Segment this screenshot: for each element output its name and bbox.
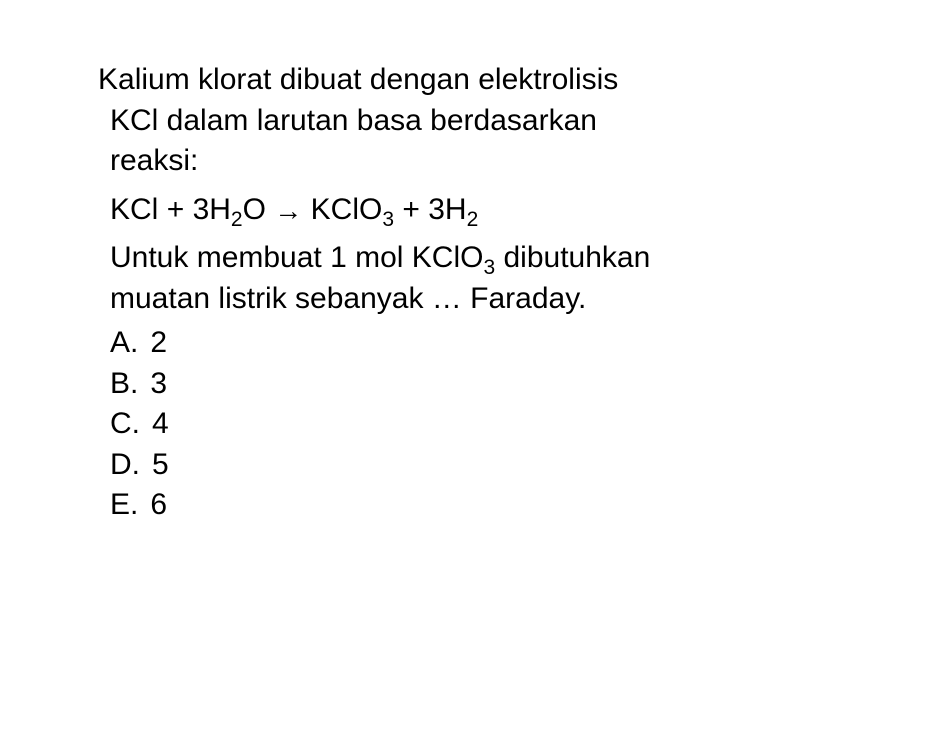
product-1-subscript: 3 xyxy=(382,208,394,231)
reaction-arrow-icon: → xyxy=(274,192,302,230)
plus-sign-1: + xyxy=(167,193,185,226)
question-prompt-line1-sub: 3 xyxy=(483,256,495,279)
question-prompt-line2: muatan listrik sebanyak … Faraday. xyxy=(110,279,828,320)
product-1-base: KClO xyxy=(311,193,383,226)
option-value: 2 xyxy=(150,323,167,364)
product-2: 3H2 xyxy=(428,193,478,226)
option-d: D. 5 xyxy=(110,445,828,486)
question-prompt: Untuk membuat 1 mol KClO3 dibutuhkan mua… xyxy=(110,238,828,319)
option-a: A. 2 xyxy=(110,323,828,364)
option-value: 3 xyxy=(150,364,167,405)
option-value: 4 xyxy=(152,404,169,445)
answer-options: A. 2 B. 3 C. 4 D. 5 E. 6 xyxy=(110,323,828,526)
reactant-2-rest: O xyxy=(243,193,266,226)
chemical-equation: KCl + 3H2O → KClO3 + 3H2 xyxy=(110,190,828,231)
option-letter: B. xyxy=(110,364,138,405)
reactant-2: 3H2O xyxy=(193,193,266,226)
product-2-subscript: 2 xyxy=(467,208,479,231)
reactant-2-subscript: 2 xyxy=(231,208,243,231)
option-letter: E. xyxy=(110,485,138,526)
product-1: KClO3 xyxy=(311,193,394,226)
option-letter: A. xyxy=(110,323,138,364)
question-prompt-line1: Untuk membuat 1 mol KClO3 dibutuhkan xyxy=(110,238,828,279)
intro-text-line3: reaksi: xyxy=(110,141,828,182)
question-container: Kalium klorat dibuat dengan elektrolisis… xyxy=(110,60,828,526)
product-2-coef: 3H xyxy=(428,193,466,226)
question-prompt-line1-part1: Untuk membuat 1 mol KClO xyxy=(110,241,483,274)
option-c: C. 4 xyxy=(110,404,828,445)
option-value: 5 xyxy=(152,445,169,486)
option-e: E. 6 xyxy=(110,485,828,526)
option-letter: D. xyxy=(110,445,140,486)
question-prompt-line1-part2: dibutuhkan xyxy=(495,241,650,274)
reactant-1: KCl xyxy=(110,193,158,226)
intro-text-line1: Kalium klorat dibuat dengan elektrolisis xyxy=(98,60,828,101)
reactant-2-coef: 3H xyxy=(193,193,231,226)
plus-sign-2: + xyxy=(402,193,420,226)
intro-text-line2: KCl dalam larutan basa berdasarkan xyxy=(110,101,828,142)
option-b: B. 3 xyxy=(110,364,828,405)
option-letter: C. xyxy=(110,404,140,445)
option-value: 6 xyxy=(150,485,167,526)
